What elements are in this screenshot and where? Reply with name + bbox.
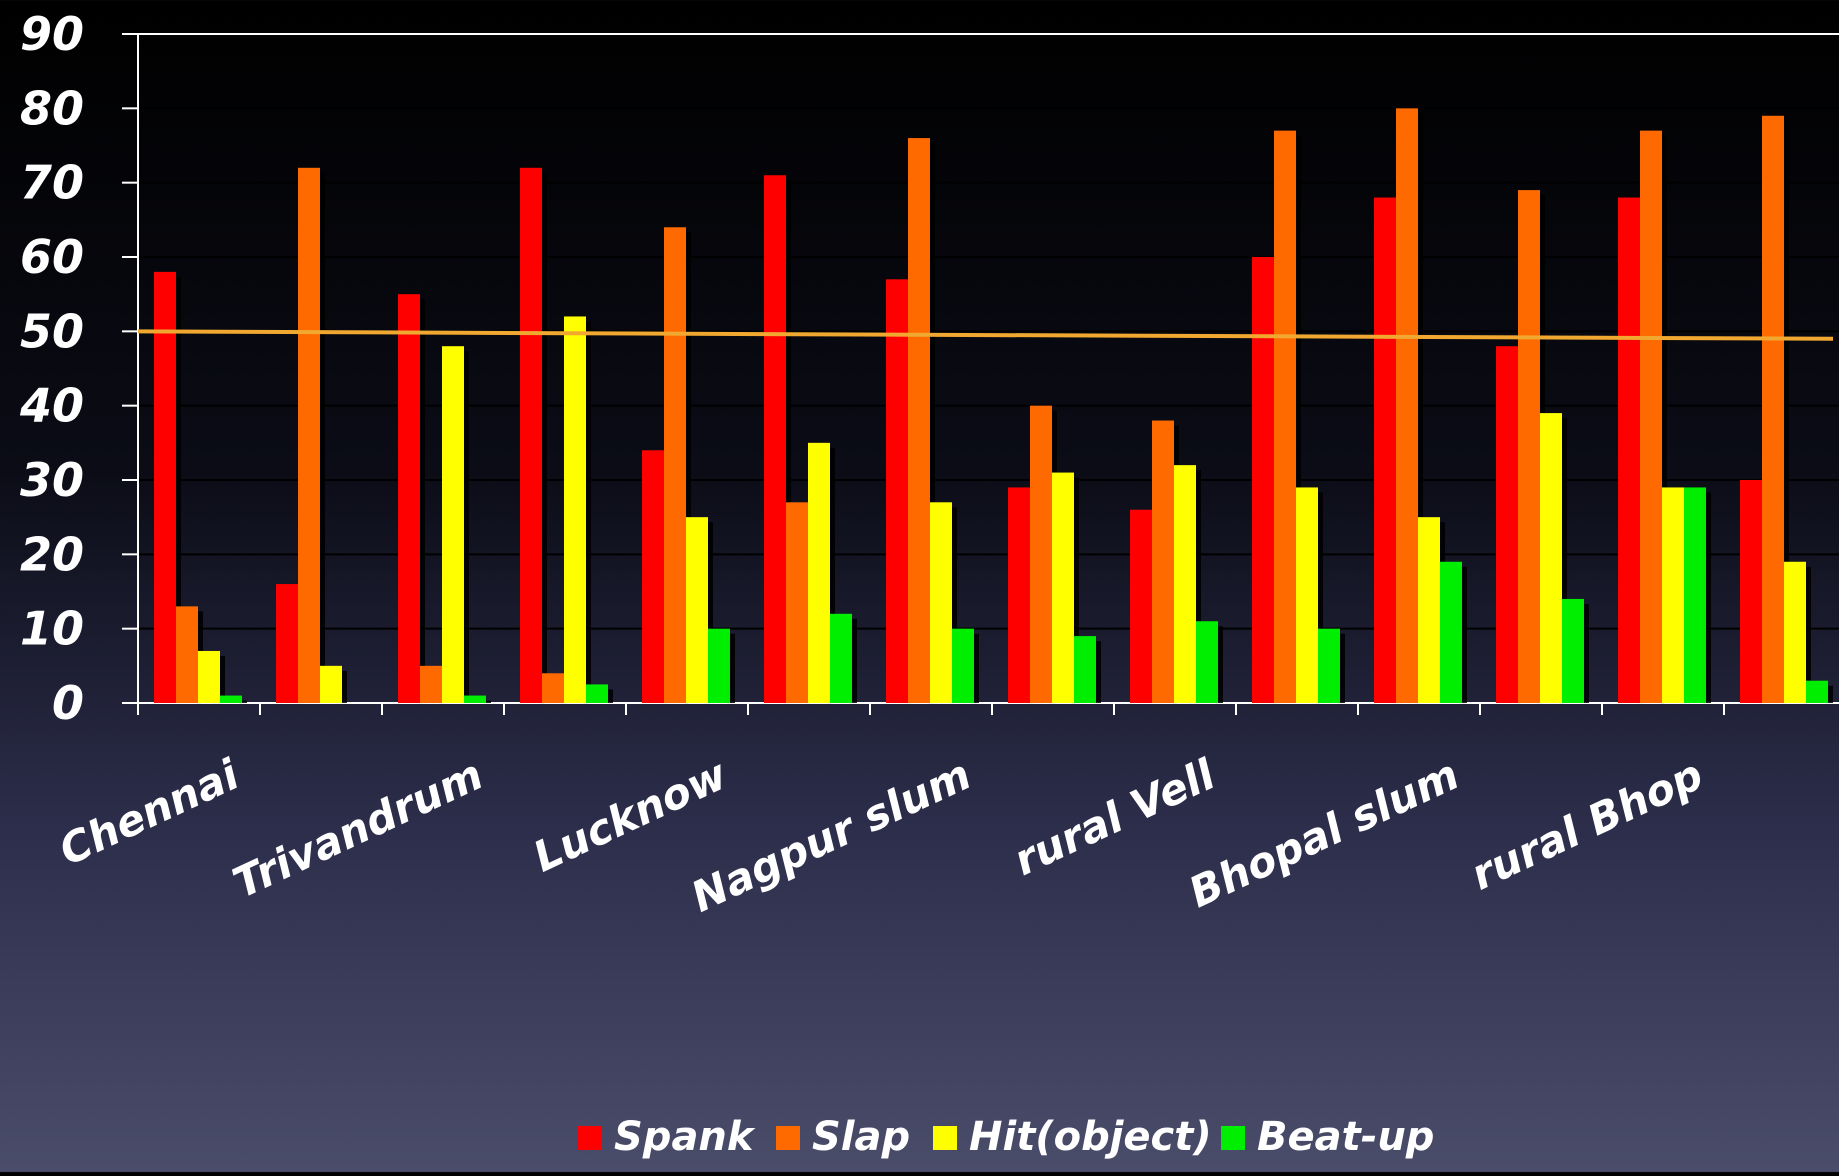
bar-hit-object [564, 316, 586, 703]
legend-swatch [933, 1126, 957, 1150]
bar-beat-up [830, 613, 852, 703]
legend-label: Beat-up [1257, 1114, 1434, 1160]
bar-hit-object [686, 517, 708, 703]
bar-slap [176, 606, 198, 703]
y-tick-label: 0 [52, 676, 84, 730]
x-category-label: Nagpur slum [684, 750, 978, 922]
bar-slap [1152, 420, 1174, 703]
bar-beat-up [1074, 636, 1096, 703]
y-tick-label: 70 [20, 156, 84, 210]
bar-beat-up [1684, 487, 1706, 703]
bar-beat-up [1196, 621, 1218, 703]
bar-hit-object [1418, 517, 1440, 703]
legend-label: Hit(object) [969, 1114, 1212, 1160]
bar-hit-object [198, 650, 220, 703]
bar-beat-up [1806, 680, 1828, 703]
bar-beat-up [952, 628, 974, 703]
x-category-label: rural Vell [1006, 749, 1222, 885]
bar-hit-object [1174, 465, 1196, 703]
bar-spank [1130, 509, 1152, 703]
bar-slap [786, 502, 808, 703]
legend-swatch [776, 1126, 800, 1150]
bar-slap [1518, 190, 1540, 704]
bar-spank [154, 271, 176, 703]
bar-slap [908, 138, 930, 704]
bar-beat-up [1318, 628, 1340, 703]
x-category-label: rural Bhop [1463, 750, 1710, 900]
bar-spank [1740, 480, 1762, 703]
bar-slap [664, 227, 686, 703]
bar-slap [1274, 130, 1296, 704]
bar-hit-object [1540, 413, 1562, 703]
bar-beat-up [1440, 561, 1462, 703]
bar-hit-object [1662, 487, 1684, 703]
y-tick-label: 10 [20, 602, 84, 656]
bar-slap [1762, 115, 1784, 704]
bar-slap [1396, 108, 1418, 704]
legend-label: Spank [614, 1114, 756, 1160]
bar-spank [276, 584, 298, 703]
y-tick-label: 90 [20, 7, 84, 61]
bar-spank [642, 450, 664, 703]
x-category-label: Lucknow [526, 750, 735, 882]
bar-slap [298, 167, 320, 704]
bar-spank [1252, 257, 1274, 703]
y-tick-label: 20 [20, 527, 84, 581]
legend-swatch [578, 1126, 602, 1150]
bar-spank [1618, 197, 1640, 704]
x-category-label: Bhopal slum [1182, 750, 1467, 918]
y-tick-label: 60 [20, 230, 84, 284]
bar-beat-up [220, 695, 242, 703]
bar-spank [1008, 487, 1030, 703]
y-tick-label: 30 [20, 453, 84, 507]
bar-slap [420, 665, 442, 703]
bar-beat-up [586, 684, 608, 703]
bar-hit-object [930, 502, 952, 703]
bar-slap [1030, 405, 1052, 703]
y-tick-label: 40 [19, 379, 84, 433]
x-category-label: Chennai [52, 749, 247, 875]
bar-hit-object [1296, 487, 1318, 703]
bar-hit-object [808, 442, 830, 703]
y-tick-label: 80 [20, 81, 84, 135]
x-category-label: Trivandrum [226, 750, 491, 908]
bar-spank [398, 294, 420, 703]
bar-hit-object [1052, 472, 1074, 703]
bar-slap [542, 673, 564, 703]
legend-swatch [1221, 1126, 1245, 1150]
bar-spank [764, 175, 786, 703]
bar-hit-object [320, 665, 342, 703]
bar-hit-object [1784, 561, 1806, 703]
bar-beat-up [708, 628, 730, 703]
bar-spank [1496, 346, 1518, 703]
bar-spank [886, 279, 908, 703]
reference-line [137, 329, 1834, 341]
bar-spank [520, 167, 542, 704]
bar-hit-object [442, 346, 464, 703]
bar-spank [1374, 197, 1396, 704]
bar-slap [1640, 130, 1662, 704]
y-tick-label: 50 [20, 304, 84, 358]
bar-beat-up [464, 695, 486, 703]
bar-beat-up [1562, 598, 1584, 703]
legend-label: Slap [812, 1114, 910, 1160]
